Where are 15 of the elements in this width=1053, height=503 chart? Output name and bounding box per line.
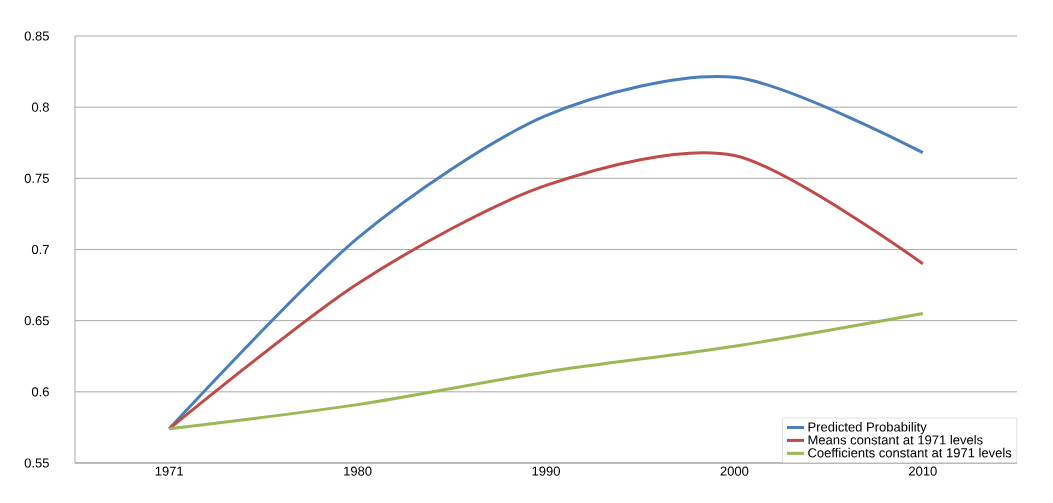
legend-label: Coefficients constant at 1971 levels	[808, 447, 1012, 458]
y-tick-label: 0.8	[31, 102, 49, 112]
y-tick-label: 0.75	[24, 173, 49, 183]
x-tick-label: 1990	[532, 466, 560, 476]
x-tick-label: 2010	[908, 466, 937, 476]
x-tick-label: 1980	[344, 466, 372, 476]
x-tick-label: 1971	[155, 466, 184, 476]
legend-label: Predicted Probability	[808, 422, 927, 435]
y-tick-label: 0.65	[24, 316, 49, 326]
x-tick-label: 2000	[720, 466, 749, 476]
legend-label: Means constant at 1971 levels	[808, 434, 983, 445]
y-tick-label: 0.85	[24, 31, 49, 41]
y-tick-label: 0.55	[24, 458, 49, 468]
y-tick-label: 0.6	[31, 387, 49, 397]
y-tick-label: 0.7	[31, 244, 49, 255]
